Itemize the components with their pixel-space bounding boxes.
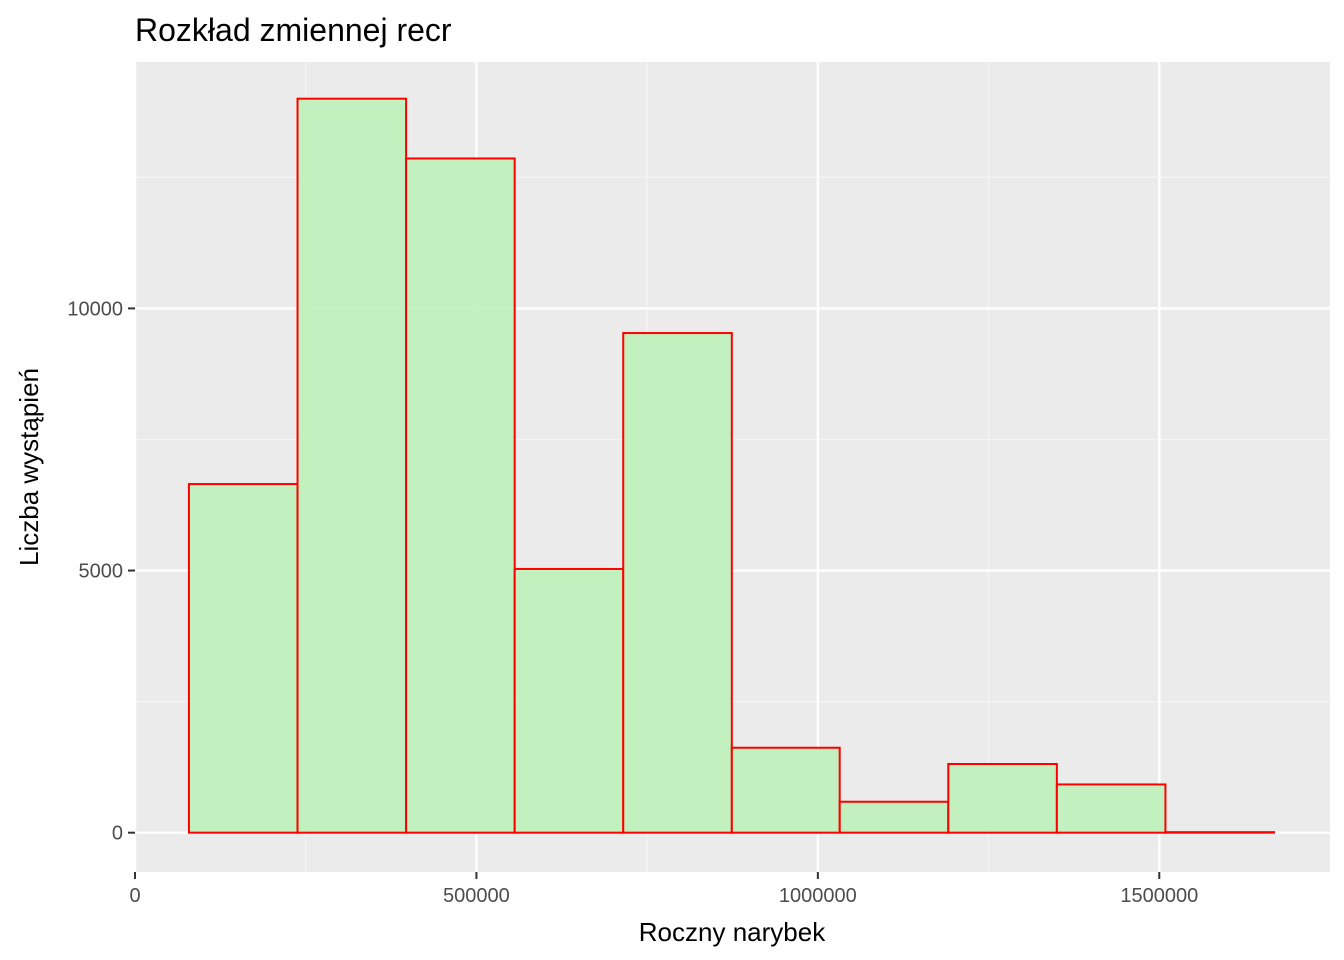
histogram-bar-2 [296,97,408,834]
y-axis-title: Liczba wystąpień [14,368,44,566]
x-axis-title: Roczny narybek [639,917,826,947]
x-tick-label: 1500000 [1120,885,1198,907]
x-tick-label: 500000 [443,885,510,907]
chart-title: Rozkład zmiennej recr [135,12,452,48]
histogram-bar-1 [187,483,299,834]
histogram-bar-6 [730,746,841,834]
x-tick-label: 1000000 [779,885,857,907]
histogram-bar-4 [513,567,625,834]
y-tick-label: 5000 [79,561,124,583]
y-axis: 0 5000 10000 [67,298,135,845]
histogram-bar-7 [838,800,950,834]
histogram-bar-3 [405,157,516,834]
histogram-bar-9 [1055,783,1167,834]
histogram-bar-5 [622,332,733,834]
histogram-bar-8 [947,763,1058,834]
histogram-bar-10 [1164,831,1276,834]
y-tick-label: 10000 [67,298,123,320]
x-tick-label: 0 [129,885,140,907]
y-tick-label: 0 [112,823,123,845]
x-axis: 0 500000 1000000 1500000 [129,872,1198,907]
histogram-bars [187,97,1276,834]
